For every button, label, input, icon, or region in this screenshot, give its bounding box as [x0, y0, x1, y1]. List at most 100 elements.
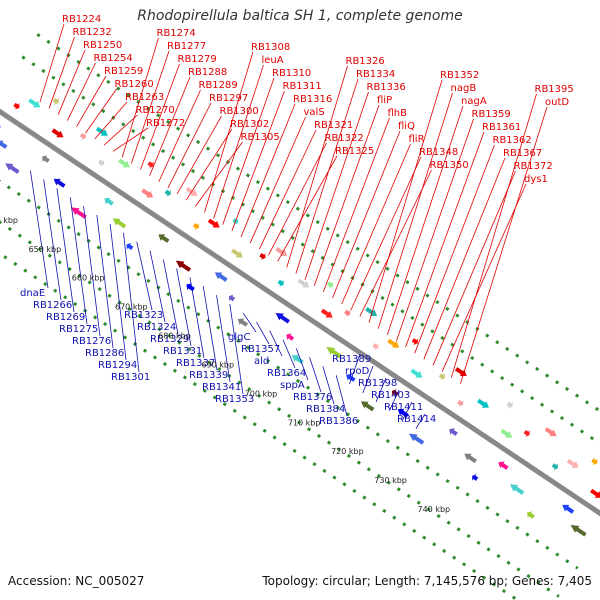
reverse-gene-20	[360, 401, 375, 412]
reverse-gene-13	[228, 294, 236, 302]
reverse-gene-19	[346, 373, 356, 382]
forward-leader-11	[140, 63, 180, 170]
reverse-gene-label: RB1286	[85, 348, 124, 359]
topology-summary: Topology: circular; Length: 7,145,576 bp…	[262, 574, 592, 588]
accession-label: Accession: NC_005027	[8, 574, 145, 588]
track-dots-2	[0, 179, 579, 570]
forward-gene-label: valS	[304, 107, 325, 118]
forward-leader-0	[39, 23, 65, 103]
reverse-leader-6	[109, 223, 127, 361]
forward-leader-32	[332, 130, 401, 299]
kbp-tick-label: 710 kbp	[288, 418, 321, 427]
reverse-leader-7	[123, 232, 140, 373]
track-dots-1	[21, 55, 600, 446]
forward-gene-33	[500, 428, 513, 438]
reverse-leader-28	[402, 401, 413, 420]
forward-leader-44	[441, 183, 527, 372]
genome-backbone	[0, 108, 600, 517]
forward-gene-label: dys1	[524, 174, 548, 185]
reverse-leader-8	[136, 241, 153, 311]
forward-leader-30	[313, 104, 380, 287]
forward-gene-label: RB1308	[251, 42, 290, 53]
kbp-tick-label: 700 kbp	[245, 389, 278, 398]
reverse-leader-24	[349, 353, 361, 385]
reverse-gene-label: RB1389	[332, 354, 371, 365]
forward-gene-label: fliQ	[398, 121, 415, 132]
forward-leader-21	[231, 90, 285, 231]
forward-gene-label: fliP	[377, 95, 392, 106]
forward-gene-label: RB1311	[283, 81, 322, 92]
forward-gene-label: RB1352	[440, 70, 479, 81]
forward-leader-34	[350, 156, 422, 311]
reverse-gene-label: RB1329	[150, 334, 189, 345]
forward-leader-37	[377, 92, 453, 329]
forward-gene-23	[365, 307, 378, 317]
kbp-tick-label: 670 kbp	[115, 303, 148, 312]
forward-gene-39	[590, 488, 600, 498]
reverse-gene-7	[112, 218, 127, 229]
forward-leader-1	[48, 36, 75, 109]
forward-gene-16	[259, 253, 266, 260]
forward-gene-label: RB1359	[472, 109, 511, 120]
reverse-gene-26	[472, 474, 479, 481]
reverse-gene-label: RB1276	[72, 336, 111, 347]
forward-leader-18	[204, 51, 254, 213]
reverse-gene-0	[0, 126, 1, 128]
forward-gene-20	[326, 281, 334, 289]
forward-gene-label: RB1302	[230, 119, 269, 130]
reverse-gene-30	[562, 504, 575, 514]
reverse-gene-27	[498, 461, 509, 470]
forward-gene-8	[147, 161, 154, 169]
forward-leader-19	[213, 64, 264, 219]
forward-leader-15	[176, 115, 222, 195]
track-dots-0	[36, 33, 600, 413]
forward-gene-2	[52, 97, 59, 105]
forward-leader-33	[341, 143, 411, 305]
forward-gene-label: RB1395	[535, 84, 574, 95]
label-leaders	[29, 23, 548, 429]
forward-gene-label: RB1224	[62, 14, 101, 25]
track-lines	[0, 33, 600, 600]
reverse-gene-label: RB1341	[202, 382, 241, 393]
forward-gene-7	[118, 158, 130, 168]
forward-gene-label: RB1260	[115, 79, 154, 90]
track-dots-4	[0, 251, 521, 600]
kbp-tick-label: 740 kbp	[418, 505, 451, 514]
forward-leader-26	[277, 155, 338, 262]
forward-gene-15	[231, 248, 243, 258]
reverse-gene-12	[214, 272, 228, 282]
reverse-leader-3	[69, 197, 88, 325]
reverse-leader-0	[29, 170, 49, 289]
forward-gene-label: nagA	[461, 96, 487, 107]
reverse-gene-5	[70, 207, 87, 219]
reverse-gene-label: RB1339	[189, 370, 228, 381]
forward-gene-10	[164, 189, 171, 197]
reverse-gene-9	[158, 234, 170, 243]
forward-gene-label: outD	[545, 97, 569, 108]
reverse-gene-8	[126, 242, 134, 251]
forward-leader-2	[57, 49, 86, 115]
forward-gene-label: RB1316	[293, 94, 332, 105]
reverse-gene-18	[326, 346, 343, 359]
kbp-tick-label: 650 kbp	[29, 245, 62, 254]
reverse-leader-26	[375, 377, 387, 403]
forward-leader-3	[66, 62, 96, 121]
forward-gene-label: RB1277	[167, 41, 206, 52]
reverse-leader-11	[176, 268, 192, 347]
kbp-ticks: 640 kbp 650 kbp 660 kbp 670 kbp 680 kbp 690 k…	[0, 216, 450, 514]
forward-gene-35	[544, 427, 557, 437]
forward-leader-20	[222, 77, 275, 225]
reverse-leader-19	[282, 339, 296, 369]
reverse-gene-11	[186, 283, 195, 292]
forward-leader-45	[450, 93, 537, 378]
forward-gene-21	[320, 308, 333, 318]
reverse-gene-label: RB1275	[59, 324, 98, 335]
forward-leader-25	[268, 142, 327, 256]
reverse-leader-12	[189, 277, 205, 359]
forward-gene-34	[523, 429, 530, 437]
reverse-gene-label: RB1269	[46, 312, 85, 323]
reverse-gene-label: RB1266	[33, 300, 72, 311]
forward-gene-label: RB1350	[430, 160, 469, 171]
forward-gene-18	[277, 279, 284, 287]
